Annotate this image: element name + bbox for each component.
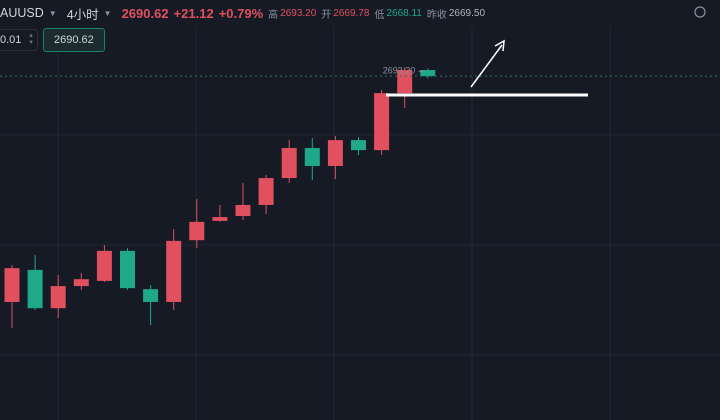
candle-body [351,140,366,151]
quantity-input[interactable]: 0.01 ▲ ▼ [0,29,38,51]
candle-body [281,148,297,179]
candle-body [258,178,274,205]
high-marker-label: 2693.20 [383,66,416,76]
order-panel: 0.01 ▲ ▼ 2690.62 [0,28,105,52]
candle-body [4,268,20,302]
candle-body [327,140,343,166]
change-pct: +0.79% [218,5,264,21]
candles: 2693.20 [0,66,720,329]
label: 开 [321,9,332,21]
caret[interactable]: ▼ [103,8,112,18]
grid [0,26,720,420]
candle-body [27,269,43,309]
high: 2693.20 [280,7,317,19]
open: 2669.78 [333,7,370,19]
candle-body [420,70,436,77]
interval[interactable]: 4小时 [66,7,99,22]
candle-body [166,240,182,302]
price-box[interactable]: 2690.62 [43,28,105,52]
prev-close: 2669.50 [448,7,486,19]
symbol[interactable]: AUUSD [0,6,44,20]
candle-body [143,289,159,302]
spinner[interactable]: ▲ ▼ [28,33,34,46]
candle-body [120,250,135,289]
change: +21.12 [173,5,214,21]
quantity: 0.01 [0,34,22,46]
low: 2668.11 [386,7,422,19]
arrow-head [494,39,505,52]
price: 2690.62 [121,5,169,21]
candle-body [50,286,66,309]
candle-body [304,148,320,166]
candle-body [73,279,89,287]
candle-body [212,217,228,221]
header: AUUSD ▼ 4小时 ▼ 2690.62 +21.12 +0.79% 高 26… [0,0,720,26]
label: 低 [374,9,385,21]
label: 昨收 [426,9,447,21]
candle-body [374,93,390,151]
settings-icon[interactable] [694,6,706,18]
label: 高 [268,9,279,21]
drawn-arrow [470,44,503,88]
order-price: 2690.62 [54,34,94,46]
candle-body [235,204,251,217]
caret[interactable]: ▼ [48,8,57,18]
candle-body [96,250,112,281]
candle-body [189,221,205,241]
